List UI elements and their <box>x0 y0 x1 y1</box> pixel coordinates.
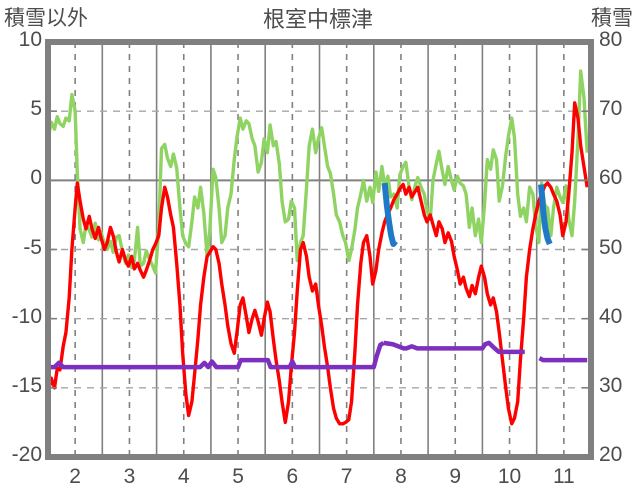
series-line <box>538 184 553 246</box>
x-axis-tick: 5 <box>232 465 244 488</box>
y-axis-tick-left: -10 <box>11 304 42 328</box>
y-axis-tick-left: -15 <box>11 373 42 397</box>
y-axis-tick-left: -20 <box>11 443 42 466</box>
y-axis-tick-right: 30 <box>599 373 623 397</box>
x-axis-tick: 2 <box>69 465 81 488</box>
left-axis-unit-label: 積雪以外 <box>4 7 88 30</box>
x-axis-tick: 9 <box>449 465 462 488</box>
y-axis-tick-right: 60 <box>599 166 623 190</box>
series-line <box>538 356 588 363</box>
y-axis-tick-right: 40 <box>599 304 623 328</box>
series-line <box>48 340 385 370</box>
x-axis-tick: 10 <box>497 465 522 488</box>
series-line <box>383 340 525 355</box>
y-axis-tick-left: 10 <box>18 28 42 51</box>
series-line <box>46 69 589 275</box>
series-line <box>381 182 398 247</box>
page-title: 根室中標津 <box>262 7 373 32</box>
y-axis-tick-right: 20 <box>599 443 623 466</box>
series-line <box>46 101 589 426</box>
x-axis-tick: 7 <box>340 465 353 488</box>
y-axis-tick-right: 50 <box>599 235 623 259</box>
y-axis-tick-left: 5 <box>30 97 42 121</box>
y-axis-tick-right: 70 <box>599 97 623 121</box>
x-axis-tick: 11 <box>552 465 575 488</box>
right-axis-unit-label: 積雪 <box>591 7 633 30</box>
x-axis-tick: 8 <box>395 465 407 488</box>
x-axis-tick: 6 <box>286 465 299 488</box>
y-axis-tick-left: 0 <box>30 166 42 190</box>
y-axis-tick-left: -5 <box>23 235 42 259</box>
x-axis-tick: 4 <box>177 465 190 488</box>
y-axis-tick-right: 80 <box>599 28 623 51</box>
x-axis-tick: 3 <box>123 465 136 488</box>
